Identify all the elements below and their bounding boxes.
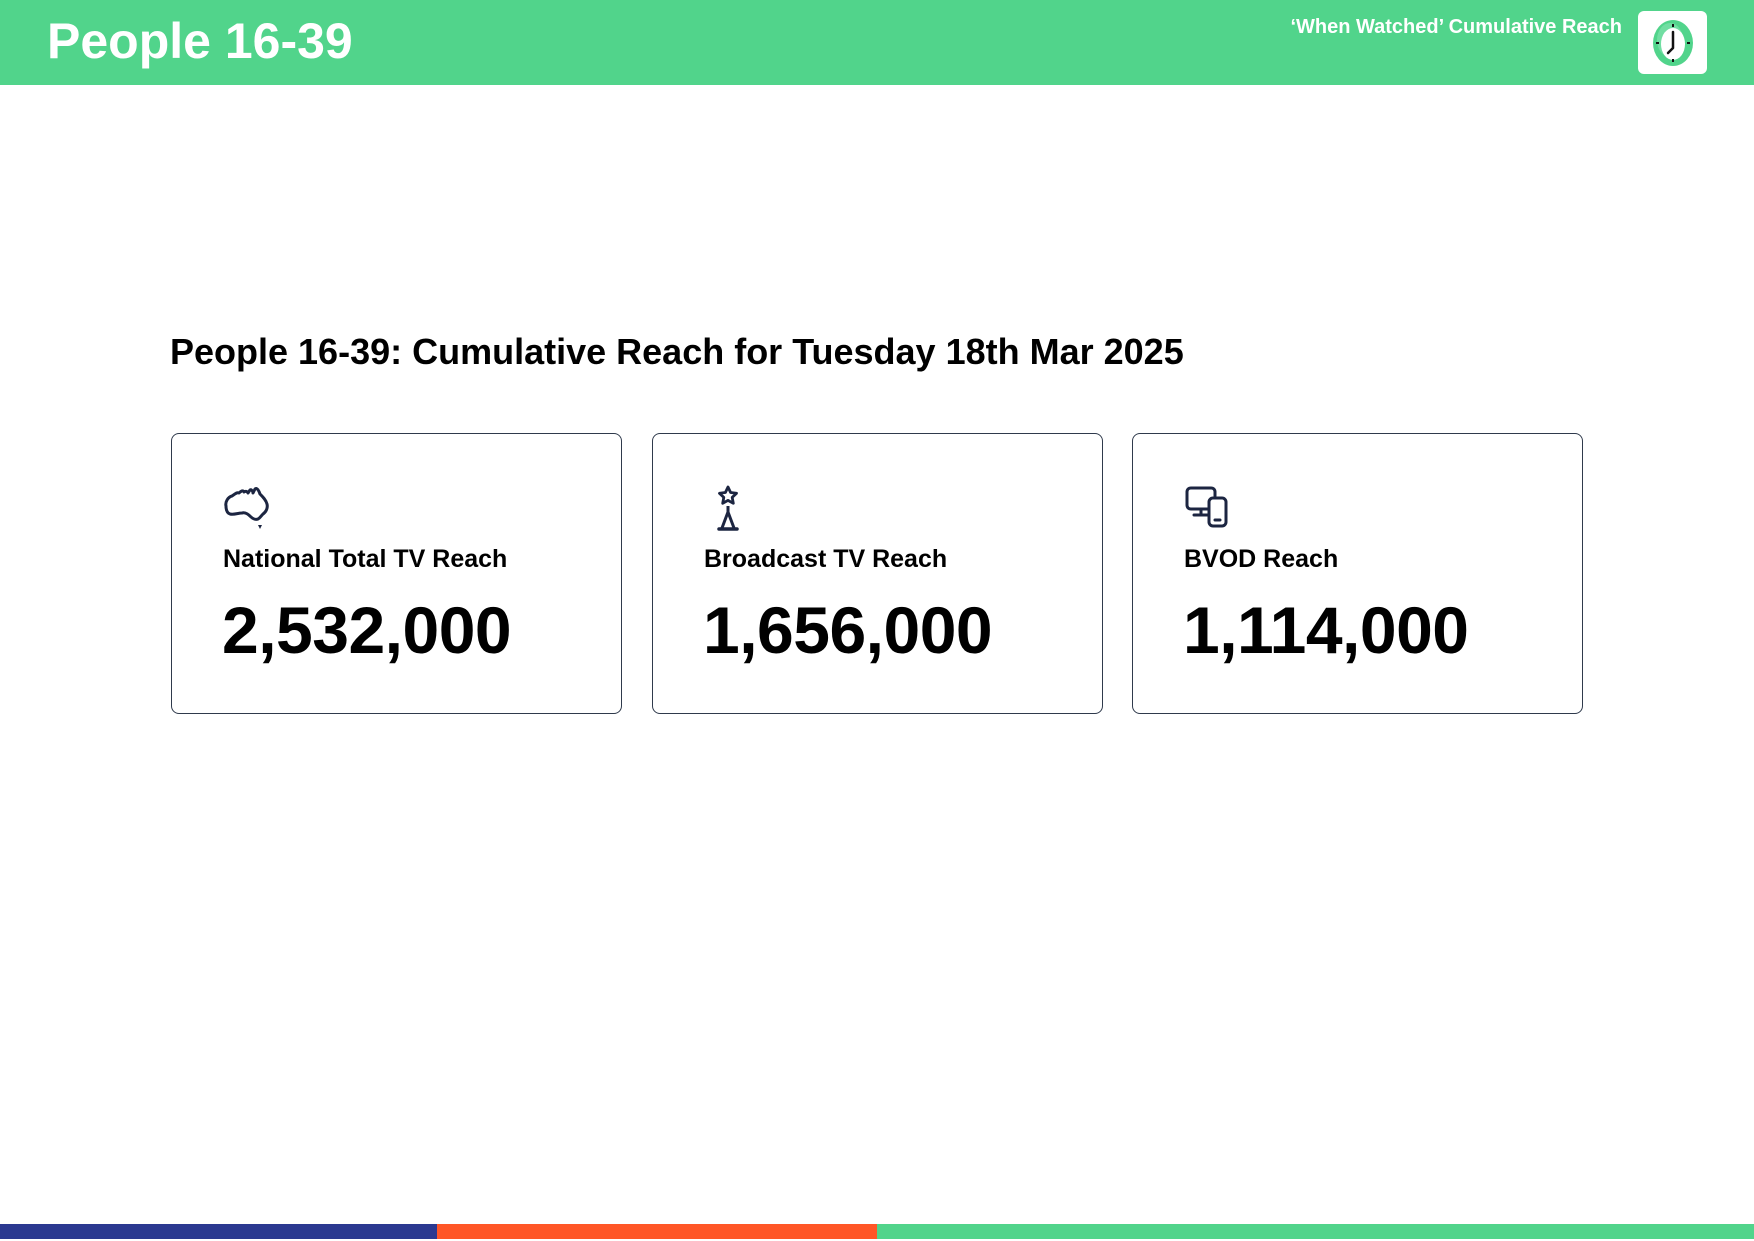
footer-bar-blue xyxy=(0,1224,437,1239)
card-label: Broadcast TV Reach xyxy=(704,545,948,573)
card-value: 2,532,000 xyxy=(222,593,512,667)
clock-icon xyxy=(1652,19,1693,66)
broadcast-tower-icon xyxy=(717,485,739,531)
header-bar: People 16-39 ‘When Watched’ Cumulative R… xyxy=(0,0,1754,85)
card-value: 1,656,000 xyxy=(703,593,993,667)
footer-color-bar xyxy=(0,1224,1754,1239)
footer-bar-green xyxy=(877,1224,1754,1239)
report-subtitle: ‘When Watched’ Cumulative Reach xyxy=(1290,16,1622,38)
national-total-tv-reach-card: National Total TV Reach 2,532,000 xyxy=(171,433,622,714)
card-label: BVOD Reach xyxy=(1184,545,1339,573)
footer-bar-orange xyxy=(437,1224,877,1239)
bvod-reach-card: BVOD Reach 1,114,000 xyxy=(1132,433,1583,714)
card-value: 1,114,000 xyxy=(1183,593,1469,667)
section-title: People 16-39: Cumulative Reach for Tuesd… xyxy=(170,331,1184,372)
clock-logo xyxy=(1638,11,1707,74)
devices-icon xyxy=(1185,486,1228,528)
card-label: National Total TV Reach xyxy=(223,545,508,573)
broadcast-tv-reach-card: Broadcast TV Reach 1,656,000 xyxy=(652,433,1103,714)
page-title: People 16-39 xyxy=(47,13,353,69)
australia-map-icon xyxy=(224,487,269,529)
